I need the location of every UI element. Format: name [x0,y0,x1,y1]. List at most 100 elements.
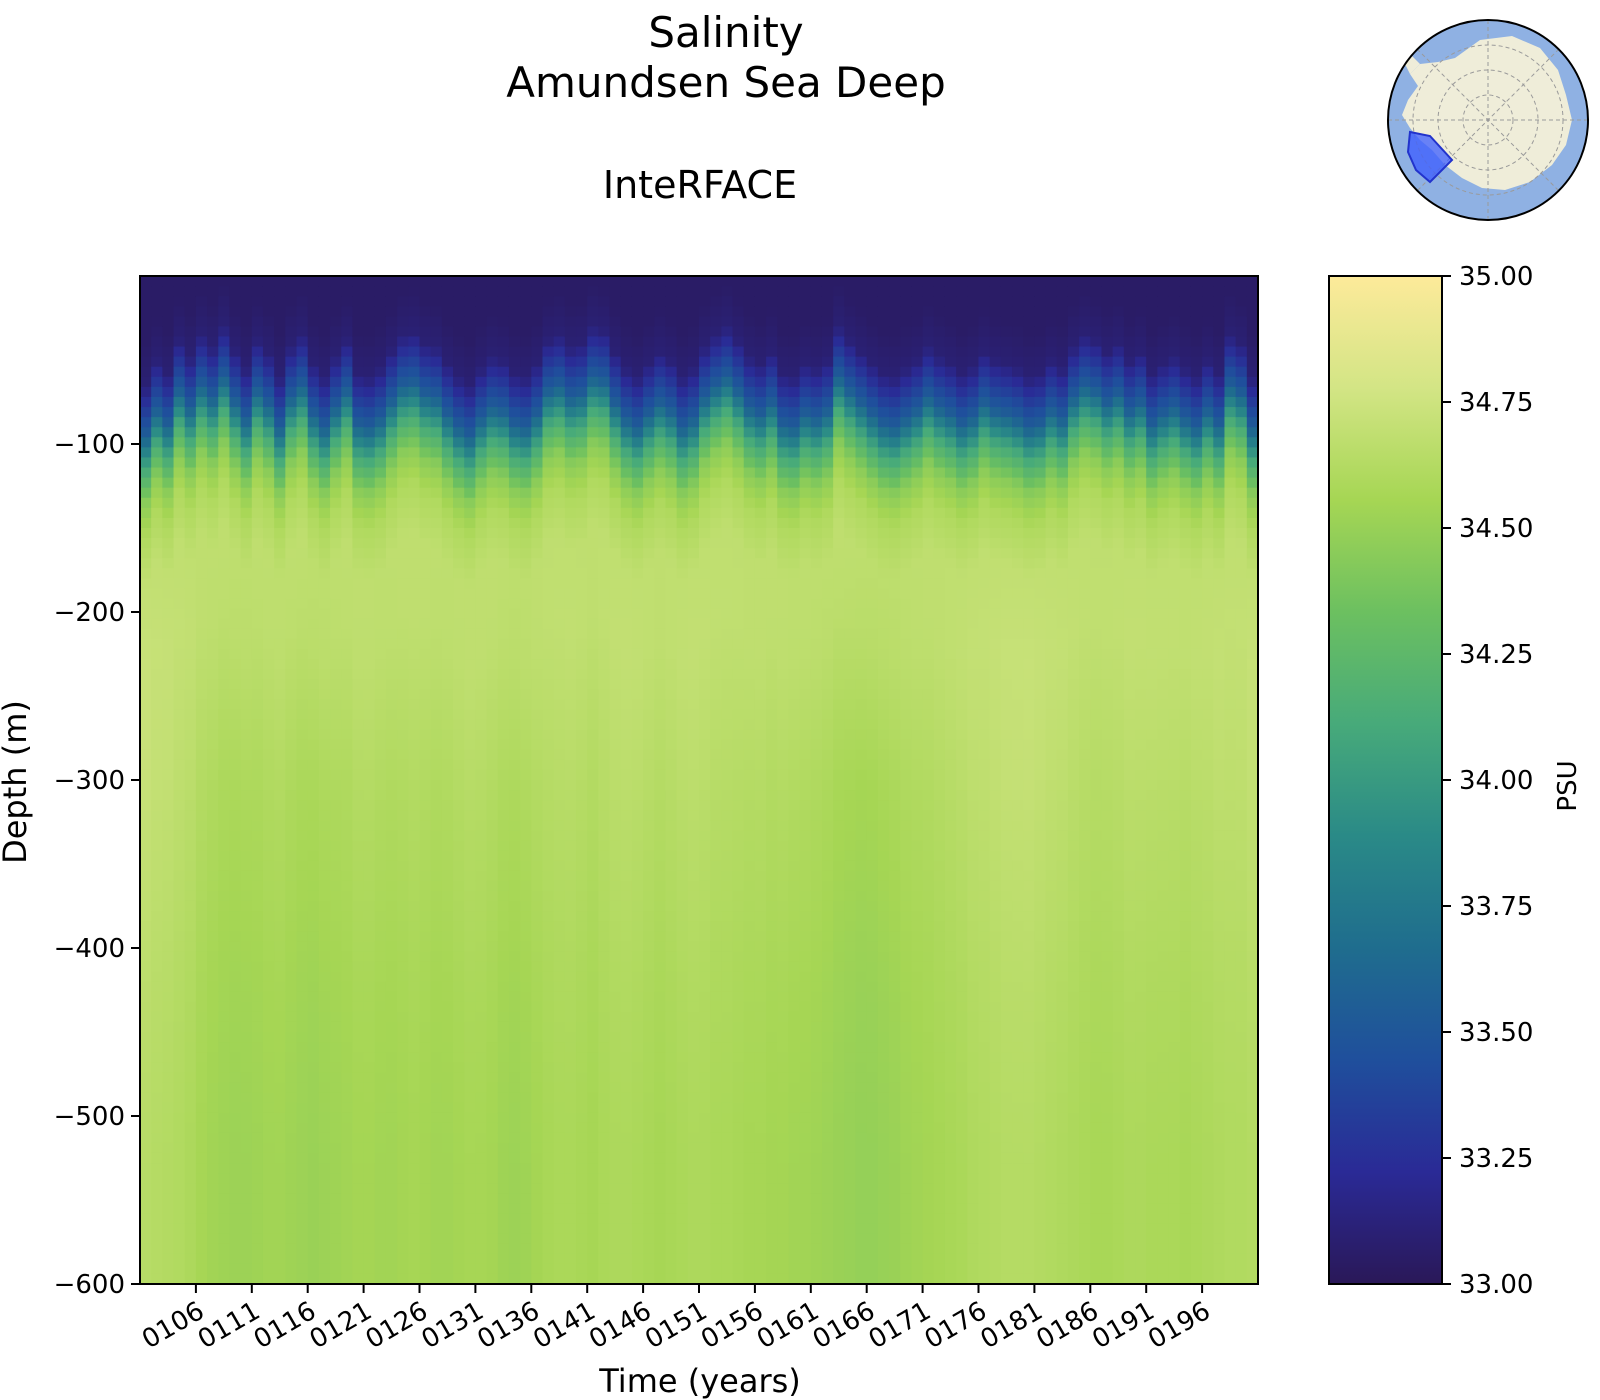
heatmap-cell [184,1183,197,1194]
heatmap-cell [453,487,465,499]
heatmap-cell [173,578,186,590]
heatmap-cell [397,1021,409,1033]
heatmap-cell [419,729,432,741]
heatmap-cell [151,558,163,569]
heatmap-cell [520,1203,532,1215]
heatmap-cell [419,407,432,418]
heatmap-cell [631,477,644,489]
heatmap-cell [609,719,622,731]
heatmap-cell [162,487,175,499]
heatmap-cell [520,1122,532,1134]
heatmap-cell [408,1243,421,1255]
heatmap-cell [497,296,510,307]
heatmap-cell [374,648,387,660]
heatmap-cell [184,1243,197,1255]
heatmap-cell [262,507,275,519]
heatmap-cell [207,346,219,358]
heatmap-cell [218,699,231,711]
heatmap-cell [385,336,398,348]
heatmap-cell [218,1011,231,1023]
heatmap-cell [441,457,454,469]
heatmap-cell [609,1203,622,1215]
heatmap-cell [330,356,342,368]
heatmap-cell [363,810,376,821]
heatmap-cell [676,669,689,680]
heatmap-cell [408,880,421,892]
heatmap-cell [520,1062,532,1073]
heatmap-cell [341,326,354,338]
heatmap-cell [464,1132,476,1144]
heatmap-cell [631,1142,644,1154]
heatmap-cell [587,1122,599,1134]
heatmap-cell [262,1112,275,1124]
heatmap-cell [576,769,588,781]
heatmap-cell [453,659,465,670]
heatmap-cell [151,427,163,438]
heatmap-cell [385,800,398,811]
heatmap-cell [520,931,532,942]
heatmap-cell [587,306,599,317]
heatmap-cell [453,467,465,479]
heatmap-cell [643,558,655,569]
heatmap-cell [576,1193,588,1204]
heatmap-cell [363,417,376,428]
heatmap-cell [464,648,476,660]
heatmap-cell [296,900,309,912]
heatmap-cell [385,427,398,438]
heatmap-cell [643,336,655,348]
heatmap-cell [531,860,544,872]
heatmap-cell [486,457,499,469]
heatmap-cell [676,467,689,479]
heatmap-cell [609,820,622,831]
heatmap-cell [207,1233,219,1245]
heatmap-cell [207,407,219,418]
heatmap-cell [676,1001,689,1013]
heatmap-cell [497,880,510,892]
heatmap-cell [262,669,275,680]
heatmap-cell [274,981,286,993]
heatmap-cell [676,1011,689,1023]
heatmap-cell [441,870,454,882]
heatmap-cell [274,608,286,620]
heatmap-cell [352,1001,365,1013]
heatmap-cell [430,538,443,549]
heatmap-cell [330,1253,342,1265]
heatmap-cell [609,467,622,479]
heatmap-cell [140,497,152,509]
heatmap-cell [564,880,577,892]
heatmap-cell [318,830,331,842]
heatmap-cell [475,911,488,922]
heatmap-cell [508,1102,521,1114]
heatmap-cell [374,1001,387,1013]
heatmap-cell [240,1122,253,1134]
heatmap-cell [430,830,443,842]
heatmap-cell [430,890,443,902]
heatmap-cell [397,1183,409,1194]
heatmap-cell [508,719,521,731]
heatmap-cell [587,1163,599,1174]
heatmap-cell [318,538,331,549]
heatmap-cell [464,1253,476,1265]
heatmap-cell [162,1253,175,1265]
heatmap-cell [341,759,354,771]
heatmap-cell [430,931,443,942]
heatmap-cell [687,921,700,932]
heatmap-cell [587,749,599,761]
heatmap-cell [654,276,667,287]
heatmap-cell [643,1253,655,1265]
heatmap-cell [631,961,644,973]
heatmap-cell [408,568,421,579]
heatmap-cell [609,870,622,882]
heatmap-cell [430,366,443,378]
heatmap-cell [620,1102,633,1114]
heatmap-cell [274,1243,286,1255]
heatmap-cell [564,366,577,378]
heatmap-cell [654,769,667,781]
heatmap-cell [162,467,175,479]
heatmap-cell [508,588,521,600]
heatmap-cell [576,850,588,862]
heatmap-cell [162,840,175,852]
heatmap-cell [251,830,264,842]
heatmap-cell [195,336,208,348]
heatmap-cell [620,689,633,700]
